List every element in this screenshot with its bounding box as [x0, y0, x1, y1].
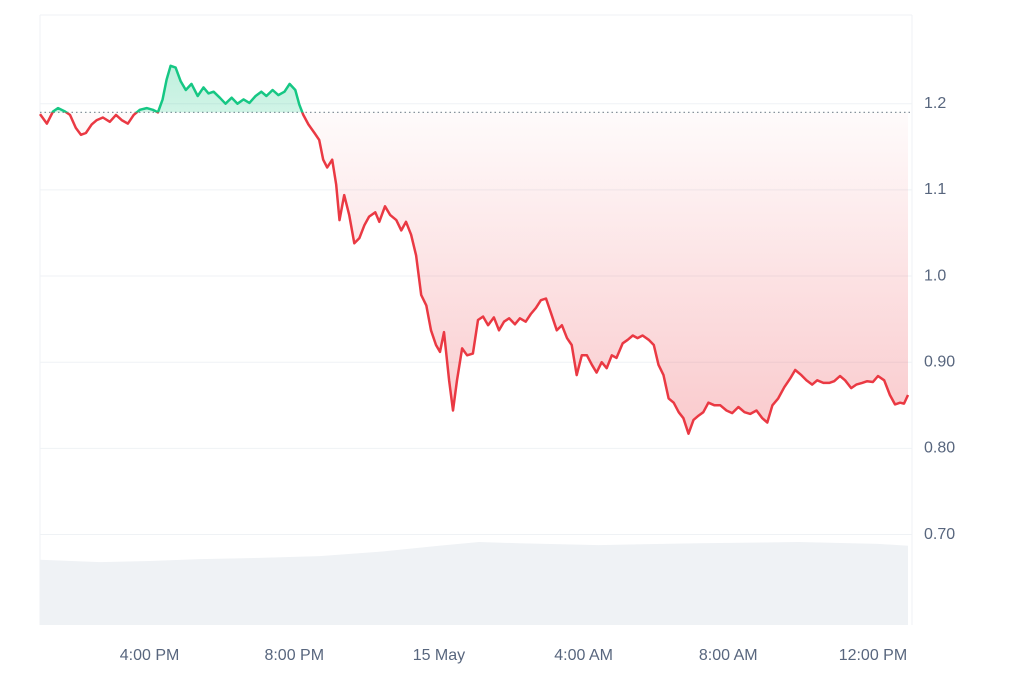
y-tick-label: 0.80 [924, 440, 955, 457]
price-line [38, 64, 910, 435]
x-tick-label: 8:00 AM [699, 647, 758, 664]
x-tick-label: 4:00 AM [554, 647, 613, 664]
volume-area [40, 542, 909, 625]
x-tick-label: 4:00 PM [120, 647, 180, 664]
price-area [40, 65, 908, 434]
y-tick-label: 1.1 [924, 181, 946, 198]
y-tick-label: 0.70 [924, 526, 955, 543]
y-tick-label: 0.90 [924, 353, 955, 370]
x-tick-label: 15 May [413, 647, 465, 664]
y-tick-label: 1.2 [924, 95, 946, 112]
y-tick-label: 1.0 [924, 267, 946, 284]
x-tick-label: 8:00 PM [264, 647, 324, 664]
x-tick-label: 12:00 PM [839, 647, 907, 664]
